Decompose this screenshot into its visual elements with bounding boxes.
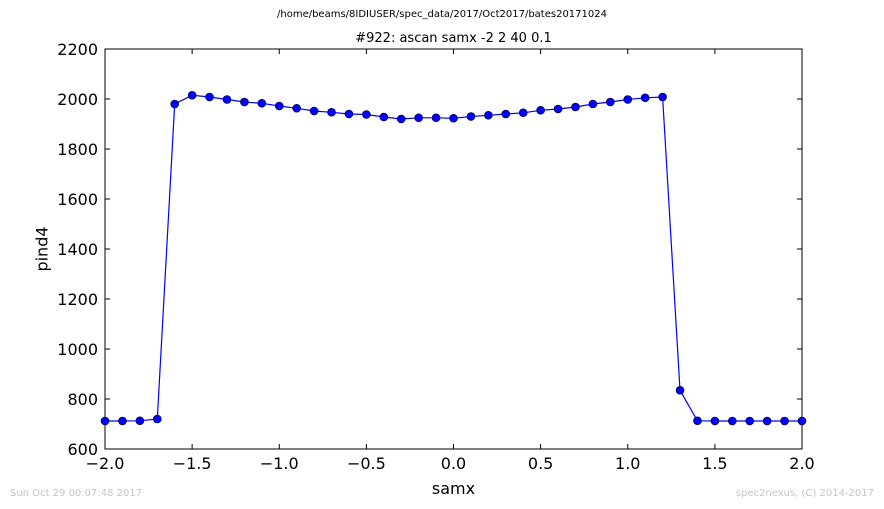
data-point: [309, 106, 319, 116]
data-point: [466, 112, 476, 121]
data-point: [292, 103, 301, 113]
data-point: [100, 416, 110, 426]
data-point: [344, 109, 354, 119]
data-point: [588, 99, 598, 109]
y-tick-label: 1000: [57, 340, 98, 359]
data-point: [780, 416, 789, 426]
data-point: [553, 104, 563, 114]
data-point: [449, 113, 458, 123]
x-tick-label: 1.0: [615, 454, 640, 473]
data-point: [135, 416, 145, 426]
data-point: [606, 97, 615, 107]
data-point: [274, 101, 284, 111]
data-point: [379, 112, 389, 122]
data-point: [640, 93, 650, 103]
data-point: [414, 113, 423, 123]
x-tick-label: 0.5: [528, 454, 553, 473]
data-point: [762, 416, 772, 426]
data-point: [675, 385, 685, 395]
x-axis-label: samx: [431, 479, 476, 498]
data-point: [745, 416, 755, 426]
data-point: [797, 416, 807, 426]
y-tick-label: 1800: [57, 140, 98, 159]
data-point: [484, 110, 493, 120]
figure-suptitle: /home/beams/8IDIUSER/spec_data/2017/Oct2…: [277, 9, 607, 20]
x-tick-label: −1.5: [173, 454, 212, 473]
credit-footer: spec2nexus, (C) 2014-2017: [735, 488, 874, 499]
series-line: [105, 94, 802, 422]
data-point: [152, 414, 162, 424]
axis-ticks: −2.0 −1.5 −1.0 −0.5 0.0 0.5 1.0 1.5 2.0 600 800 100…: [57, 40, 814, 473]
data-point: [205, 92, 214, 102]
data-point: [693, 416, 702, 426]
data-point: [431, 113, 441, 123]
data-point: [623, 95, 633, 104]
y-tick-label: 2000: [57, 90, 98, 109]
x-tick-label: 0.0: [441, 454, 466, 473]
data-point: [501, 109, 511, 119]
data-point: [257, 98, 267, 108]
x-tick-label: 1.5: [702, 454, 727, 473]
y-tick-label: 1600: [57, 190, 98, 209]
plot-area: [104, 48, 803, 450]
data-point: [362, 110, 371, 119]
y-tick-label: 800: [67, 390, 98, 409]
data-point: [327, 107, 336, 117]
data-point: [710, 416, 720, 426]
data-point: [727, 416, 737, 426]
y-tick-label: 2200: [57, 40, 98, 59]
data-point: [240, 97, 249, 107]
y-tick-label: 1400: [57, 240, 98, 259]
data-point: [222, 95, 232, 104]
data-point: [658, 92, 667, 102]
x-tick-label: 2.0: [789, 454, 814, 473]
data-point: [187, 90, 197, 100]
y-tick-label: 600: [67, 440, 98, 459]
data-point: [518, 108, 528, 118]
timestamp-footer: Sun Oct 29 00:07:48 2017: [10, 488, 143, 499]
chart-title: #922: ascan samx -2 2 40 0.1: [355, 31, 552, 46]
data-point: [170, 99, 179, 109]
x-tick-label: −1.0: [260, 454, 299, 473]
data-point: [396, 114, 406, 124]
data-series: [100, 90, 807, 426]
x-tick-label: −2.0: [86, 454, 125, 473]
y-tick-label: 1200: [57, 290, 98, 309]
data-point: [571, 102, 580, 112]
x-tick-label: −0.5: [347, 454, 386, 473]
data-point: [118, 416, 127, 426]
data-point: [536, 105, 545, 115]
